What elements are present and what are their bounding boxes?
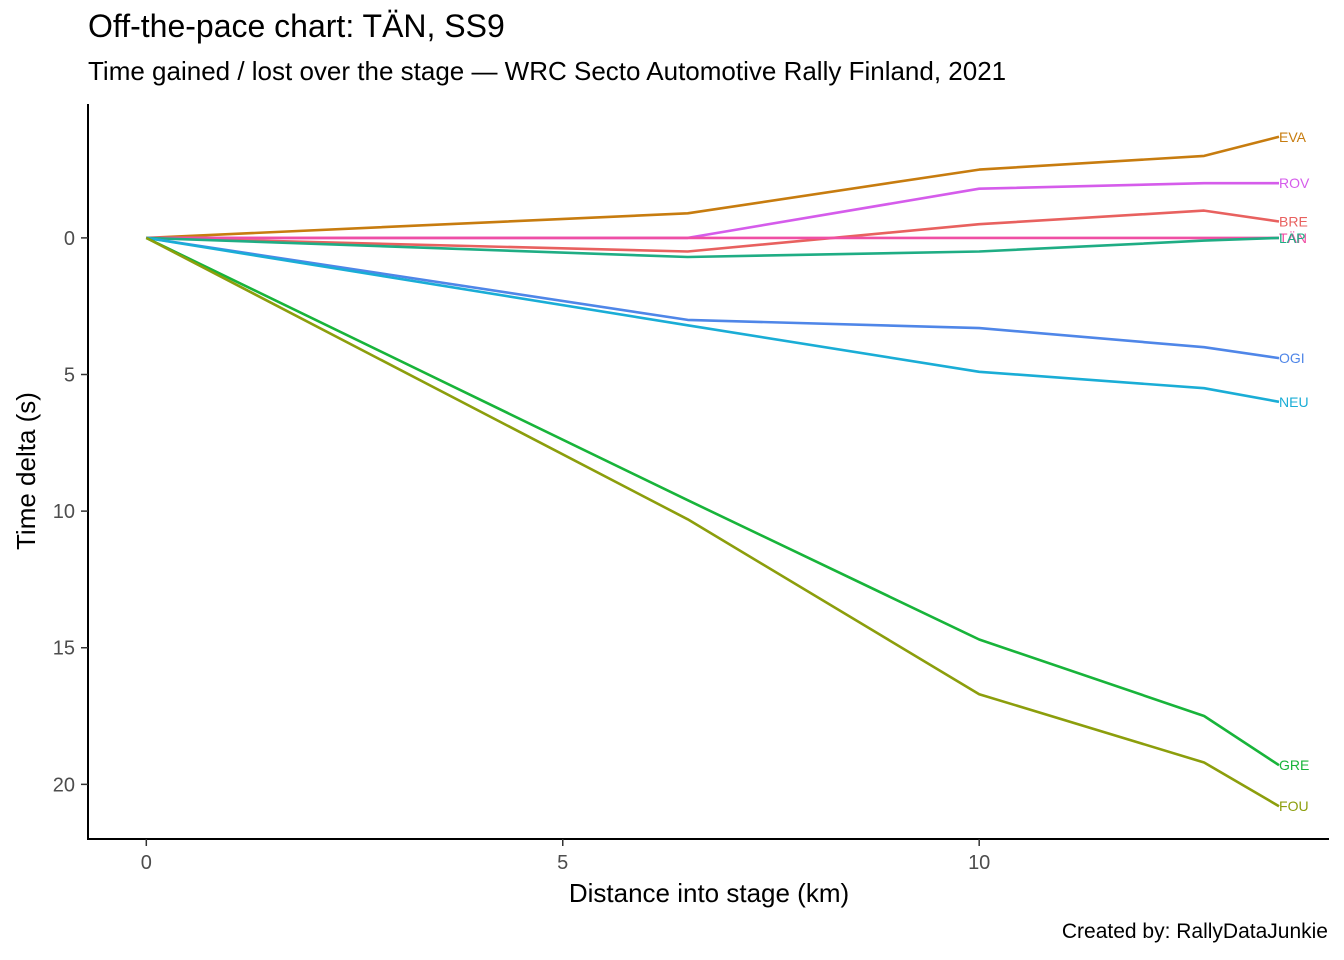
chart-subtitle: Time gained / lost over the stage — WRC … [88,56,1007,86]
chart-caption: Created by: RallyDataJunkie [1061,920,1328,943]
series-label-bre: BRE [1279,213,1308,229]
y-tick-label: 10 [53,501,75,523]
y-tick-label: 5 [64,365,75,387]
series-label-gre: GRE [1279,757,1309,773]
series-line-eva [146,135,1280,240]
y-tick-label: 15 [53,638,75,660]
x-tick-label: 5 [557,852,568,874]
series-line-gre [145,236,1280,767]
x-tick-label: 10 [968,852,990,874]
series-label-ogi: OGI [1279,350,1305,366]
series-line-lap [146,236,1280,259]
chart-title: Off-the-pace chart: TÄN, SS9 [88,8,505,44]
y-axis-title: Time delta (s) [11,392,41,550]
y-tick-label: 0 [64,228,75,250]
series-line-ogi [146,236,1280,360]
series-label-neu: NEU [1279,394,1309,410]
series-label-fou: FOU [1279,798,1309,814]
series-line-fou [145,236,1280,808]
series-line-bre [146,209,1280,253]
series-label-eva: EVA [1279,129,1307,145]
series-label-rov: ROV [1279,175,1310,191]
series-lines [145,135,1280,808]
x-axis-title: Distance into stage (km) [569,878,849,908]
axis-ticks: 0 5 10 0 5 10 15 20 [53,228,991,874]
series-line-neu [146,236,1280,404]
series-label-lap: LAP [1279,230,1305,246]
y-tick-label: 20 [53,774,75,796]
series-label-tn: TÄN [1279,230,1307,246]
x-tick-label: 0 [141,852,152,874]
